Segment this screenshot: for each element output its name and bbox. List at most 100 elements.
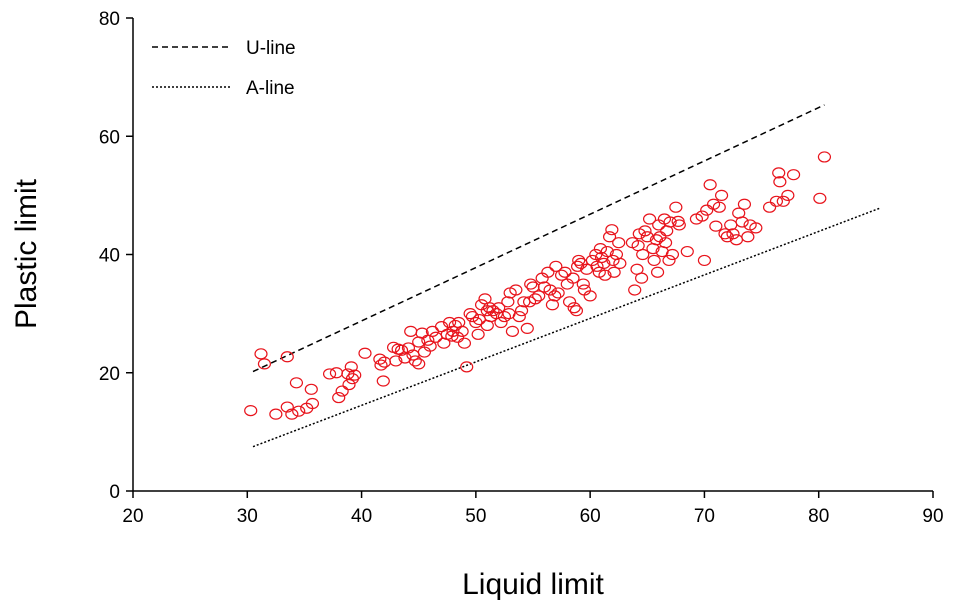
data-point (700, 204, 714, 216)
data-point (505, 325, 520, 337)
x-tick-label: 80 (808, 506, 829, 527)
data-point (613, 257, 627, 269)
data-point (735, 216, 749, 228)
data-point (714, 189, 729, 201)
data-point (494, 316, 508, 329)
data-point (502, 308, 516, 320)
data-point (463, 308, 477, 320)
data-point (650, 266, 665, 278)
y-tick-label: 40 (99, 246, 120, 267)
data-point (332, 391, 346, 404)
data-point (695, 210, 709, 222)
data-point (455, 325, 469, 337)
x-tick-label: 70 (694, 506, 715, 527)
data-point (292, 405, 306, 417)
data-point (749, 222, 763, 234)
data-point (634, 272, 649, 284)
data-point (524, 278, 538, 290)
data-point (612, 237, 626, 249)
data-point (597, 257, 611, 269)
data-point (280, 351, 294, 363)
data-point (492, 302, 506, 314)
data-point (669, 201, 683, 213)
data-point (528, 293, 542, 305)
data-point (638, 225, 652, 237)
data-point (566, 272, 580, 284)
data-point (446, 325, 460, 337)
data-point (709, 220, 723, 232)
data-point (501, 296, 515, 308)
data-point (545, 299, 560, 311)
data-point (712, 201, 726, 213)
data-point (726, 228, 740, 240)
data-point (465, 310, 480, 323)
data-point (254, 348, 268, 360)
data-point (602, 231, 617, 243)
data-point (769, 195, 784, 207)
data-point (562, 296, 577, 308)
u-line-line (252, 104, 825, 373)
data-point (509, 284, 523, 296)
data-point (471, 328, 485, 340)
data-point (741, 231, 755, 243)
data-point (348, 369, 362, 381)
data-point (304, 383, 318, 395)
x-tick-label: 40 (351, 506, 372, 527)
data-point (394, 344, 409, 356)
data-point (628, 284, 642, 296)
data-point (450, 331, 465, 343)
data-point (377, 356, 392, 368)
y-tick-label: 60 (99, 127, 120, 148)
data-point (636, 248, 650, 261)
data-point (662, 254, 676, 267)
data-point (606, 254, 620, 267)
reference-lines (252, 104, 880, 448)
data-point (548, 290, 562, 302)
legend: U-line A-line (152, 38, 296, 99)
data-point (404, 325, 418, 337)
data-point (625, 237, 640, 249)
data-point (329, 367, 344, 379)
data-point (289, 377, 304, 389)
data-point (658, 237, 673, 249)
data-point (773, 176, 787, 188)
data-point (280, 401, 294, 413)
data-point (342, 378, 356, 391)
data-point (558, 266, 572, 278)
data-point (813, 192, 827, 204)
data-point (551, 287, 565, 299)
data-point (642, 213, 657, 225)
y-axis-title: Plastic limit (10, 178, 43, 329)
data-point (737, 198, 752, 210)
data-point (786, 169, 801, 181)
data-point (520, 322, 534, 335)
legend-a-line-label: A-line (246, 78, 295, 99)
y-tick-label: 20 (99, 364, 120, 385)
data-point (583, 290, 597, 302)
data-point (423, 340, 437, 352)
y-tick-label: 0 (109, 482, 120, 503)
data-point (772, 167, 786, 179)
x-tick-label: 50 (465, 506, 486, 527)
data-point (543, 284, 557, 296)
data-point (671, 215, 685, 227)
data-points (244, 151, 832, 420)
data-point (401, 342, 416, 354)
data-point (482, 302, 497, 314)
data-point (718, 228, 732, 240)
data-point (570, 260, 585, 272)
legend-u-line-label: U-line (246, 38, 296, 59)
data-point (460, 361, 474, 373)
data-point (665, 248, 680, 261)
data-point (572, 254, 586, 267)
data-point (412, 358, 426, 370)
data-point (776, 195, 790, 207)
data-point (549, 260, 563, 272)
data-point (469, 316, 483, 329)
data-point (762, 201, 777, 213)
x-tick-label: 60 (580, 506, 601, 527)
data-point (703, 179, 717, 191)
data-point (335, 385, 349, 397)
data-point (647, 254, 661, 267)
